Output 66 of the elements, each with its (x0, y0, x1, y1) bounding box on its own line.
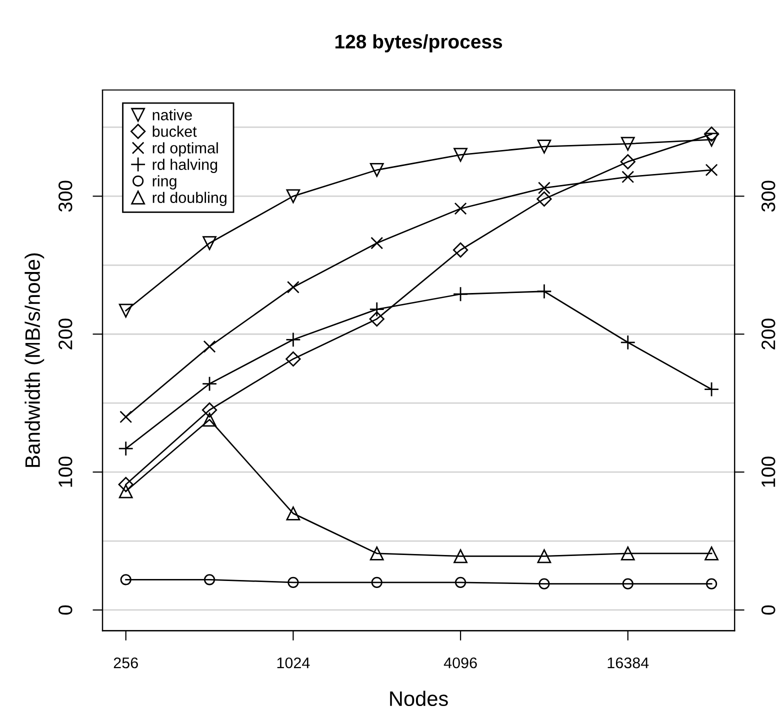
point (538, 182, 550, 194)
y-tick-label: 0 (58, 605, 72, 615)
point (454, 576, 466, 588)
point (120, 574, 132, 586)
point (202, 376, 218, 392)
x-axis-title: Nodes (390, 690, 448, 706)
point (454, 148, 468, 162)
point (704, 126, 720, 142)
point (370, 236, 384, 250)
point (706, 578, 718, 590)
y2-tick-label: 300 (761, 180, 776, 212)
point (454, 549, 468, 564)
point (369, 311, 384, 327)
point (118, 304, 133, 318)
chart-title: 128 bytes/process (335, 34, 502, 52)
point (118, 476, 134, 492)
point (704, 382, 720, 397)
point (202, 236, 216, 250)
x-tick-label: 16384 (608, 657, 649, 668)
point (202, 402, 218, 418)
x-tick-label: 1024 (277, 657, 310, 668)
y-tick-label: 200 (58, 318, 72, 350)
y2-tick-label: 0 (761, 605, 776, 615)
point (203, 340, 216, 353)
point (286, 506, 300, 520)
point (622, 578, 634, 590)
point (537, 140, 552, 154)
legend-label: native (152, 109, 192, 120)
point (620, 136, 635, 151)
point (286, 189, 300, 204)
point (370, 163, 384, 177)
legend-label: rd optimal (152, 142, 218, 156)
y2-tick-label: 100 (761, 456, 776, 487)
point (118, 484, 133, 498)
point (286, 351, 301, 367)
point (452, 242, 468, 258)
point (452, 286, 468, 302)
point (536, 191, 552, 207)
point (204, 574, 216, 586)
legend-label: rd doubling (152, 192, 226, 206)
point (370, 546, 384, 560)
y-tick-label: 300 (58, 180, 72, 212)
point (537, 549, 552, 564)
legend-label: rd halving (152, 158, 218, 173)
point (120, 410, 132, 424)
point (118, 440, 134, 456)
y2-tick-label: 200 (761, 318, 776, 350)
point (705, 164, 718, 176)
legend-label: bucket (152, 126, 197, 137)
x-tick-label: 4096 (444, 657, 477, 668)
point (288, 576, 299, 588)
point (620, 546, 635, 560)
point (371, 576, 382, 588)
x-tick-label: 256 (114, 657, 138, 668)
point (620, 334, 636, 350)
point (704, 546, 718, 560)
point (620, 154, 636, 170)
point (454, 202, 467, 215)
y-tick-label: 100 (58, 456, 72, 487)
legend-label: ring (152, 175, 176, 190)
point (202, 412, 216, 427)
y-axis-title: Bandwidth (MB/s/node) (24, 253, 44, 467)
point (286, 280, 300, 294)
point (538, 578, 550, 590)
point (704, 132, 718, 147)
point (622, 170, 634, 184)
